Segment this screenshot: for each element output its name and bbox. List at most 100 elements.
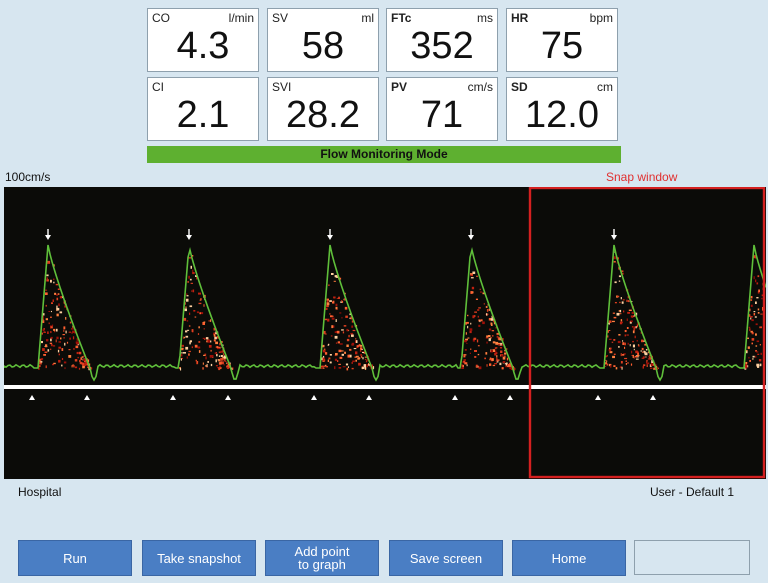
spectral-dot — [323, 331, 326, 334]
spectral-dot — [180, 354, 183, 357]
spectral-dot — [47, 260, 51, 264]
spectral-dot — [218, 351, 221, 353]
spectral-dot — [608, 338, 612, 340]
spectral-dot — [502, 356, 506, 360]
spectral-dot — [629, 320, 632, 324]
save-screen-button[interactable]: Save screen — [389, 540, 503, 576]
spectral-dot — [361, 355, 363, 358]
spectral-dot — [642, 356, 645, 358]
spectral-dot — [497, 359, 499, 361]
spectral-dot — [217, 347, 220, 350]
spectral-dot — [334, 331, 337, 333]
baseline — [4, 385, 766, 389]
spectral-dot — [509, 367, 512, 370]
spectral-dot — [479, 320, 481, 323]
spectral-dot — [189, 340, 192, 343]
spectral-dot — [56, 305, 58, 309]
spectral-dot — [506, 357, 509, 361]
spectral-dot — [747, 362, 749, 364]
spectral-dot — [332, 325, 335, 328]
spectral-dot — [630, 363, 633, 366]
spectral-dot — [627, 300, 630, 303]
snap-window[interactable] — [528, 187, 766, 479]
spectral-dot — [620, 319, 623, 322]
spectral-dot — [346, 367, 349, 371]
spectral-dot — [224, 358, 226, 362]
spectral-dot — [618, 334, 621, 336]
spectral-dot — [42, 318, 44, 321]
home-button[interactable]: Home — [512, 540, 626, 576]
spectral-dot — [488, 318, 491, 321]
spectral-dot — [38, 367, 40, 370]
ci-value: 2.1 — [176, 94, 230, 136]
spectral-dot — [322, 357, 325, 361]
spectral-dot — [326, 298, 329, 301]
spectral-dot — [633, 315, 636, 317]
spectral-dot — [218, 367, 221, 371]
spectral-dot — [757, 365, 760, 368]
spectral-dot — [55, 339, 57, 343]
spectral-dot — [463, 340, 467, 343]
tile-pv: PV cm/s 71 — [386, 77, 498, 141]
spectral-dot — [751, 332, 754, 335]
spectral-dot — [619, 321, 623, 325]
spectral-dot — [612, 355, 615, 359]
spectral-dot — [194, 316, 197, 318]
spectral-dot — [329, 361, 332, 364]
spectral-dot — [53, 328, 56, 331]
spectral-dot — [464, 362, 468, 365]
spectral-dot — [640, 350, 642, 352]
spectral-dot — [627, 342, 629, 345]
spectral-dot — [337, 341, 340, 344]
spectral-dot — [478, 366, 482, 370]
spectral-dot — [467, 314, 469, 317]
spectral-dot — [626, 334, 629, 336]
spectral-dot — [482, 292, 485, 295]
spectral-dot — [632, 340, 634, 343]
spectral-dot — [608, 349, 612, 352]
beat-marker-icon — [311, 395, 317, 400]
spectral-dot — [218, 362, 222, 365]
spectral-dot — [214, 336, 217, 340]
spectral-dot — [490, 337, 492, 339]
spectral-dot — [220, 357, 223, 361]
spectral-dot — [194, 344, 198, 348]
spectral-dot — [222, 359, 225, 361]
spectral-dot — [612, 312, 615, 314]
spectral-dot — [621, 272, 624, 275]
spectral-dot — [634, 335, 636, 339]
spectral-dot — [496, 355, 498, 358]
beat-markers — [29, 229, 656, 400]
spectral-dot — [620, 353, 622, 357]
spectral-dot — [486, 335, 489, 338]
beat-marker-icon — [507, 395, 513, 400]
spectral-dot — [362, 352, 364, 353]
spectral-dot — [199, 299, 202, 301]
spectral-dot — [650, 367, 653, 369]
add-point-to-graph-button[interactable]: Add point to graph — [265, 540, 379, 576]
spectral-dot — [630, 320, 633, 323]
tile-ftc: FTc ms 352 — [386, 8, 498, 72]
spectral-dot — [323, 348, 326, 350]
spectral-dot — [320, 366, 323, 369]
spectral-dot — [498, 337, 502, 341]
spectral-dot — [637, 351, 639, 354]
spectral-dot — [760, 352, 762, 355]
spectral-dot — [477, 353, 480, 356]
spectral-dot — [745, 365, 748, 369]
spectral-dot — [496, 332, 499, 335]
spectral-dot — [474, 350, 477, 352]
spectral-dot — [342, 366, 346, 368]
spectral-dot — [751, 319, 754, 322]
spectral-dot — [495, 360, 498, 362]
spectral-dot — [497, 338, 500, 340]
spectral-dot — [188, 325, 191, 327]
spectral-dot — [192, 269, 194, 273]
blank-button[interactable] — [634, 540, 750, 575]
spectral-dot — [82, 365, 85, 369]
spectral-dot — [355, 355, 359, 357]
run-button[interactable]: Run — [18, 540, 132, 576]
doppler-waveform-display[interactable] — [4, 187, 766, 479]
take-snapshot-button[interactable]: Take snapshot — [142, 540, 256, 576]
spectral-dot — [326, 305, 329, 308]
